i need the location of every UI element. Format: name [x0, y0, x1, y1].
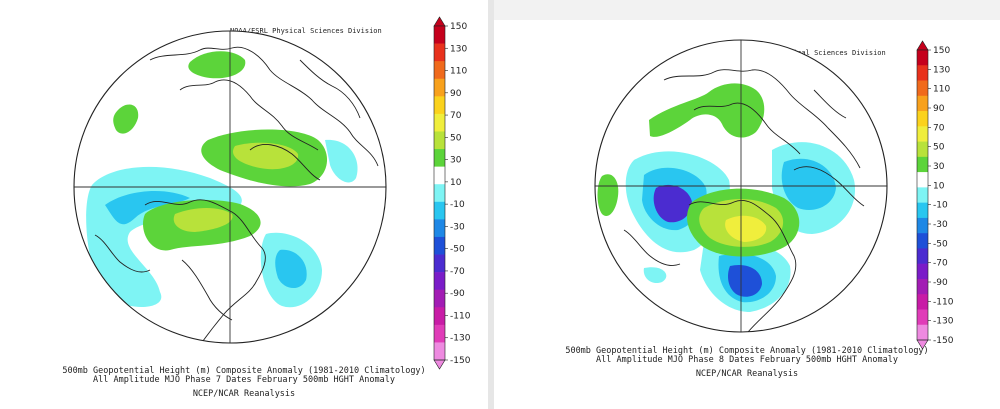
coastlines: [94, 46, 379, 343]
colorbar-swatch: [917, 263, 928, 280]
colorbar-swatch: [434, 201, 445, 220]
colorbar-swatch: [917, 141, 928, 158]
colorbar-swatch: [917, 65, 928, 81]
colorbar-swatch: [434, 166, 445, 185]
colorbar-swatch: [434, 254, 445, 273]
colorbar-swatch: [917, 309, 928, 326]
caption-phase7: 500mb Geopotential Height (m) Composite …: [0, 366, 488, 400]
colorbar-tick-label: 50: [933, 143, 945, 153]
polar-map-phase7: [73, 30, 387, 344]
colorbar-tick-label: 150: [933, 46, 950, 56]
colorbar-tick-label: -70: [450, 267, 465, 277]
colorbar-tick-label: -70: [933, 259, 948, 269]
colorbar-swatch: [917, 111, 928, 127]
colorbar-tick-label: -90: [450, 289, 465, 299]
colorbar-swatch: [917, 95, 928, 112]
colorbar-swatch: [434, 272, 445, 290]
colorbar-tick-label: 10: [933, 181, 945, 191]
graticule: [595, 40, 887, 332]
colorbar-swatch: [434, 219, 445, 238]
colorbar-swatch: [434, 307, 445, 326]
caption-phase8: 500mb Geopotential Height (m) Composite …: [494, 346, 1000, 380]
panel-divider: [488, 0, 494, 409]
colorbar-tick-label: 30: [933, 162, 945, 172]
caption-line3: NCEP/NCAR Reanalysis: [695, 369, 799, 379]
colorbar-swatch: [434, 61, 445, 80]
colorbar-tick-label: -150: [933, 336, 954, 346]
colorbar-swatch: [434, 342, 445, 361]
colorbar-tick-label: 110: [933, 85, 950, 95]
colorbar-swatch: [917, 294, 928, 310]
colorbar-swatch: [917, 202, 928, 219]
colorbar-tick-label: -110: [933, 297, 954, 307]
colorbar-swatch: [434, 289, 445, 308]
colorbar-tick-label: 50: [450, 133, 462, 143]
map-credit: NOAA/ESRL Physical Sciences Division: [230, 27, 382, 35]
colorbar-swatch: [917, 126, 928, 142]
colorbar-swatch: [917, 324, 928, 341]
caption-line3: NCEP/NCAR Reanalysis: [192, 389, 296, 399]
colorbar-tick-label: 130: [450, 44, 467, 54]
colorbar-phase7: 150 130 110 90 70 50 30 10 -10 -30 -50 -70 -90 -110 -1…: [433, 16, 471, 370]
caption-line2: All Amplitude MJO Phase 7 Dates February…: [93, 375, 395, 385]
colorbar-tick-label: -130: [933, 317, 954, 327]
colorbar-tick-label: -10: [933, 201, 948, 211]
caption-line1: 500mb Geopotential Height (m) Composite …: [62, 366, 426, 376]
anomaly-shading: [86, 51, 358, 308]
colorbar-tick-label: -50: [450, 245, 465, 255]
coastlines: [623, 69, 865, 332]
colorbar-swatch: [434, 96, 445, 115]
colorbar-phase8: 150 130 110 90 70 50 30 10 -10 -30 -50 -70 -90 -110 -1…: [916, 40, 954, 350]
anomaly-shading: [597, 83, 856, 312]
colorbar-swatch: [434, 131, 445, 150]
colorbar-swatch: [917, 278, 928, 295]
colorbar-swatch: [434, 184, 445, 203]
graticule: [74, 31, 386, 343]
colorbar-swatch: [434, 26, 445, 44]
colorbar-swatch: [434, 113, 445, 132]
colorbar-tick-label: 130: [933, 65, 950, 75]
colorbar-swatch: [434, 324, 445, 343]
colorbar-tick-label: -90: [933, 278, 948, 288]
colorbar-swatch: [434, 149, 445, 167]
colorbar-tick-label: -30: [933, 220, 948, 230]
colorbar-tick-label: -110: [450, 311, 471, 321]
colorbar-arrow-top: [433, 16, 446, 27]
caption-line2: All Amplitude MJO Phase 8 Dates February…: [596, 355, 898, 365]
colorbar-swatch: [917, 156, 928, 173]
colorbar-tick-label: -50: [933, 239, 948, 249]
colorbar-swatch: [917, 217, 928, 234]
colorbar-swatch: [917, 172, 928, 188]
map-panel-phase8: NOAA/ESRL Physical Sciences Division: [494, 20, 1000, 409]
colorbar-swatch: [917, 187, 928, 203]
colorbar-swatch: [434, 78, 445, 97]
colorbar-tick-label: 110: [450, 67, 467, 77]
colorbar-swatch: [434, 236, 445, 255]
map-panel-phase7: NOAA/ESRL Physical Sciences Division: [0, 0, 488, 409]
colorbar-tick-label: -150: [450, 356, 471, 366]
colorbar-arrow-top: [916, 40, 929, 51]
map-credit: NOAA/ESRL Physical Sciences Division: [734, 49, 886, 57]
colorbar-swatch: [434, 43, 445, 62]
colorbar-tick-label: 10: [450, 178, 462, 188]
polar-map-phase8: [594, 39, 888, 333]
colorbar-swatch: [917, 233, 928, 249]
colorbar-tick-label: 90: [933, 104, 945, 114]
colorbar-swatch: [917, 50, 928, 66]
colorbar-tick-label: 70: [933, 123, 945, 133]
colorbar-tick-label: -30: [450, 222, 465, 232]
colorbar-tick-label: 90: [450, 89, 462, 99]
colorbar-tick-label: 70: [450, 111, 462, 121]
colorbar-tick-label: -10: [450, 200, 465, 210]
caption-line1: 500mb Geopotential Height (m) Composite …: [565, 346, 929, 356]
colorbar-tick-label: 150: [450, 22, 467, 32]
colorbar-swatch: [917, 80, 928, 97]
colorbar-tick-label: 30: [450, 156, 462, 166]
colorbar-swatch: [917, 248, 928, 264]
colorbar-tick-label: -130: [450, 334, 471, 344]
